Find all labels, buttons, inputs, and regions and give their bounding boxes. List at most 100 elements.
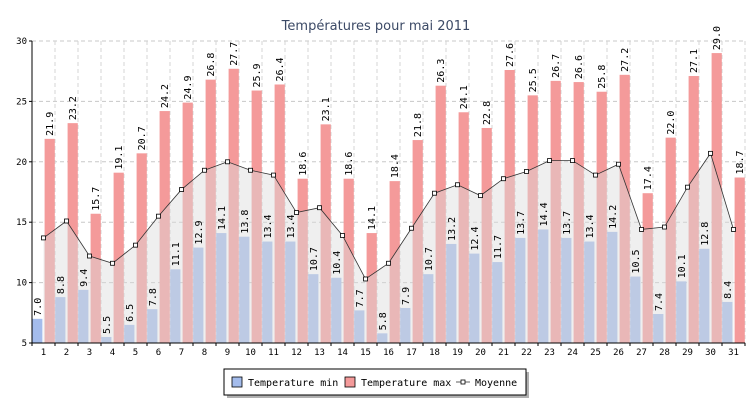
bar-min-15 [354, 310, 365, 343]
label-min-12: 13.4 [286, 214, 297, 238]
label-min-16: 5.8 [378, 312, 389, 330]
bar-min-20 [469, 253, 480, 343]
bar-max-30 [711, 53, 722, 344]
bar-min-8 [193, 247, 204, 343]
moyenne-area [43, 153, 734, 343]
data-labels-layer: 7.0 21.9 8.8 23.2 9.4 15.7 5.5 19.1 6.5 20.7 7.8 24… [33, 26, 746, 334]
label-max-14: 18.6 [344, 152, 355, 176]
bar-min-25 [584, 241, 595, 343]
moyenne-point-10 [248, 167, 253, 173]
legend-swatch-min [231, 376, 243, 388]
label-max-20: 22.8 [482, 101, 493, 125]
x-tick-5: 5 [133, 348, 138, 358]
label-max-28: 22.0 [666, 111, 677, 135]
moyenne-point-24 [570, 158, 575, 163]
bar-max-7 [182, 102, 193, 343]
label-max-9: 27.7 [229, 42, 240, 66]
x-tick-18: 18 [429, 348, 440, 358]
label-max-18: 26.3 [436, 59, 447, 83]
x-tick-25: 25 [590, 348, 601, 358]
label-max-10: 25.9 [252, 63, 263, 87]
label-max-21: 27.6 [505, 43, 516, 67]
x-tick-4: 4 [110, 348, 115, 358]
y-tick-30: 30 [16, 37, 27, 47]
moyenne-point-12 [294, 210, 299, 215]
bar-min-14 [331, 277, 342, 343]
x-tick-12: 12 [291, 348, 302, 358]
bar-max-4 [113, 172, 124, 343]
x-tick-11: 11 [268, 348, 279, 358]
x-tick-27: 27 [636, 348, 647, 358]
x-tick-10: 10 [245, 348, 256, 358]
bar-max-8 [205, 79, 216, 343]
x-tick-29: 29 [682, 348, 693, 358]
label-max-24: 26.6 [574, 55, 585, 79]
bar-min-26 [607, 231, 618, 343]
moyenne-point-19 [455, 182, 460, 188]
label-min-22: 13.7 [516, 211, 527, 235]
label-max-31: 18.7 [735, 150, 746, 174]
bar-max-14 [343, 178, 354, 343]
label-min-11: 13.4 [263, 214, 274, 238]
label-max-16: 18.4 [390, 154, 401, 178]
bar-min-31 [722, 301, 733, 343]
bar-min-21 [492, 262, 503, 343]
bar-max-25 [596, 91, 607, 344]
label-max-19: 24.1 [459, 85, 470, 109]
label-max-13: 23.1 [321, 97, 332, 121]
label-max-6: 24.2 [160, 84, 171, 108]
moyenne-point-4 [110, 260, 115, 266]
label-min-30: 12.8 [700, 222, 711, 246]
label-min-18: 10.7 [424, 247, 435, 271]
bar-min-5 [124, 324, 135, 343]
x-tick-31: 31 [728, 348, 739, 358]
bar-min-27 [630, 276, 641, 343]
label-min-7: 11.1 [171, 242, 182, 266]
legend-marker-avg [460, 379, 466, 385]
x-tick-26: 26 [613, 348, 624, 358]
label-min-20: 12.4 [470, 227, 481, 251]
label-min-8: 12.9 [194, 220, 205, 244]
bar-min-28 [653, 314, 664, 343]
bar-min-11 [262, 241, 273, 343]
y-tick-25: 25 [16, 97, 27, 107]
legend-label-avg: Moyenne [475, 378, 517, 389]
moyenne-point-11 [271, 172, 276, 178]
label-min-4: 5.5 [102, 316, 113, 334]
bar-max-16 [389, 181, 400, 343]
moyenne-point-2 [64, 218, 69, 224]
moyenne-area-layer [41, 150, 736, 343]
label-max-29: 27.1 [689, 49, 700, 73]
label-min-10: 13.8 [240, 210, 251, 234]
moyenne-point-27 [639, 227, 644, 232]
bar-min-6 [147, 309, 158, 343]
moyenne-point-17 [409, 225, 414, 231]
label-max-23: 26.7 [551, 54, 562, 78]
x-tick-19: 19 [452, 348, 463, 358]
moyenne-point-28 [662, 224, 667, 230]
moyenne-point-13 [317, 205, 322, 211]
label-max-1: 21.9 [45, 112, 56, 136]
moyenne-point-20 [478, 193, 483, 199]
chart-title: Températures pour mai 2011 [281, 19, 471, 34]
moyenne-point-30 [708, 150, 713, 156]
bar-max-3 [90, 213, 101, 343]
bar-min-18 [423, 274, 434, 343]
bar-min-13 [308, 274, 319, 343]
x-tick-9: 9 [225, 348, 230, 358]
label-min-27: 10.5 [631, 249, 642, 273]
moyenne-point-31 [731, 227, 736, 232]
label-min-17: 7.9 [401, 287, 412, 305]
label-min-13: 10.7 [309, 247, 320, 271]
moyenne-point-25 [593, 172, 598, 178]
moyenne-point-22 [524, 169, 529, 174]
bar-max-19 [458, 112, 469, 343]
y-tick-5: 5 [22, 339, 27, 349]
moyenne-point-6 [156, 213, 161, 219]
label-min-6: 7.8 [148, 288, 159, 306]
moyenne-point-7 [179, 187, 184, 192]
bar-max-10 [251, 90, 262, 343]
bar-min-17 [400, 307, 411, 343]
